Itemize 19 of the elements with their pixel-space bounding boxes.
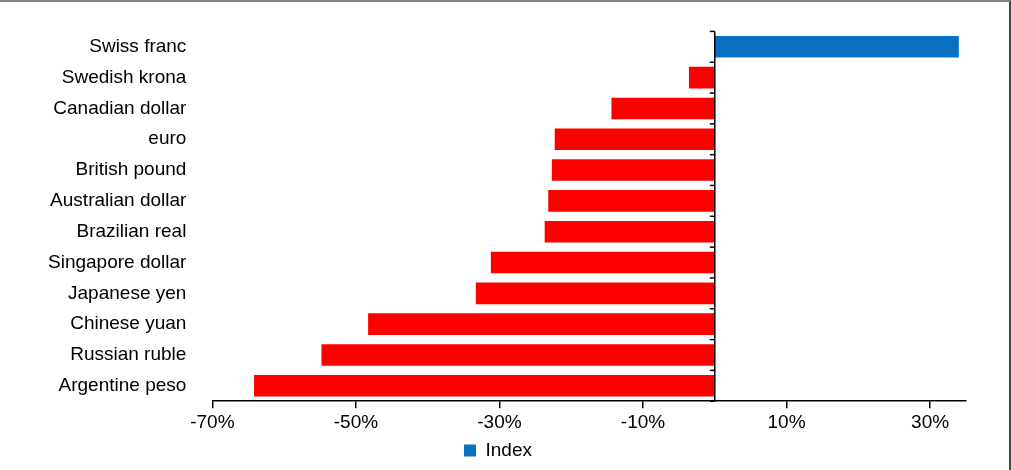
y-tick-label: euro (148, 127, 187, 149)
y-tick-label: Brazilian real (76, 219, 187, 241)
y-tick-label: Russian ruble (70, 343, 187, 365)
y-tick-label: Chinese yuan (70, 312, 187, 334)
x-tick-label: -70% (190, 410, 235, 432)
x-tick-label: -30% (477, 410, 522, 432)
y-tick-label: Argentine peso (58, 374, 187, 396)
y-tick-label: Singapore dollar (48, 250, 188, 272)
x-tick-label: 30% (911, 410, 950, 432)
y-tick-label: British pound (75, 158, 187, 180)
y-tick-label: Canadian dollar (53, 96, 188, 118)
y-tick-label: Swiss franc (89, 35, 187, 57)
x-tick-label: 10% (767, 410, 806, 432)
x-tick-label: -50% (333, 410, 379, 432)
y-tick-label: Australian dollar (50, 189, 188, 211)
x-tick-label: -10% (620, 410, 666, 432)
y-tick-label: Japanese yen (68, 281, 187, 303)
y-tick-label: Swedish krona (61, 65, 187, 87)
legend-label: Index (485, 438, 533, 460)
